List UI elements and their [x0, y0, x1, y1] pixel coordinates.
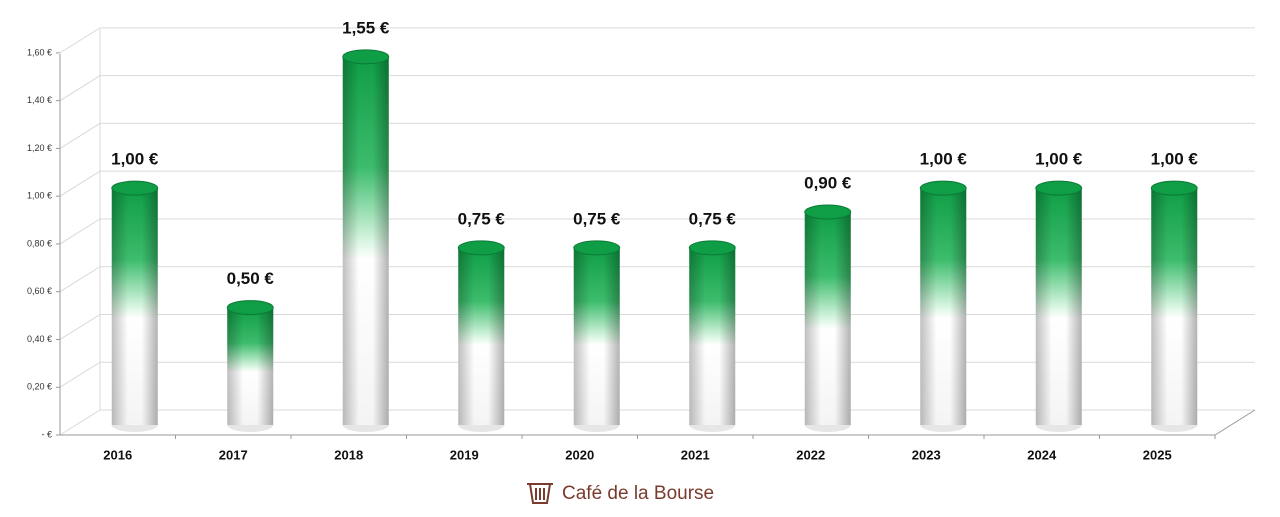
- bar-top: [573, 240, 621, 256]
- value-label: 0,75 €: [689, 209, 737, 228]
- x-tick-label: 2025: [1143, 447, 1172, 462]
- y-tick-label: 0,60 €: [27, 286, 52, 296]
- grid: [56, 27, 1256, 436]
- value-label: 1,00 €: [920, 150, 968, 169]
- bar-shade: [111, 188, 158, 425]
- y-tick-label: 0,40 €: [27, 334, 52, 344]
- brand-icon: [527, 483, 553, 504]
- bar-top: [226, 300, 274, 316]
- bar-top: [919, 180, 967, 196]
- cylinder: [457, 240, 505, 432]
- y-tick-label: 1,20 €: [27, 143, 52, 153]
- bar-top: [688, 240, 736, 256]
- x-tick-label: 2018: [334, 447, 363, 462]
- y-tick-label: - €: [41, 429, 52, 439]
- bar-top: [111, 180, 159, 196]
- value-label: 1,00 €: [1035, 150, 1083, 169]
- value-label: 0,75 €: [458, 209, 506, 228]
- grid-line: [59, 122, 1255, 149]
- bar-shade: [1151, 188, 1198, 425]
- value-label: 0,50 €: [227, 269, 275, 288]
- x-tick-label: 2019: [450, 447, 479, 462]
- value-label: 1,00 €: [1151, 150, 1199, 169]
- x-tick-label: 2022: [796, 447, 825, 462]
- cylinder: [688, 240, 736, 432]
- y-tick-label: 0,80 €: [27, 238, 52, 248]
- brand: Café de la Bourse: [527, 483, 714, 504]
- cylinder: [226, 300, 274, 432]
- bar-top: [342, 49, 390, 65]
- bar-shade: [920, 188, 967, 425]
- grid-line: [59, 27, 1255, 54]
- brand-name: Café de la Bourse: [562, 483, 714, 504]
- y-tick-label: 1,00 €: [27, 191, 52, 201]
- cylinder: [111, 180, 159, 432]
- bar-shade: [227, 307, 274, 425]
- value-label: 0,75 €: [573, 209, 621, 228]
- bar-shade: [804, 212, 851, 425]
- cylinder: [919, 180, 967, 432]
- y-tick-label: 1,40 €: [27, 95, 52, 105]
- bar-top: [804, 204, 852, 220]
- bar-shade: [1035, 188, 1082, 425]
- x-tick-label: 2020: [565, 447, 594, 462]
- cylinder: [342, 49, 390, 432]
- bar-top: [1150, 180, 1198, 196]
- bar-shade: [689, 247, 736, 425]
- x-tick-label: 2023: [912, 447, 941, 462]
- value-label: 0,90 €: [804, 174, 852, 193]
- bar-top: [1035, 180, 1083, 196]
- y-tick-label: 0,20 €: [27, 382, 52, 392]
- cylinder: [804, 204, 852, 432]
- x-tick-label: 2021: [681, 447, 710, 462]
- value-label: 1,00 €: [111, 150, 159, 169]
- bar-shade: [573, 247, 620, 425]
- value-label: 1,55 €: [342, 18, 390, 37]
- cylinder: [1150, 180, 1198, 432]
- bar-shade: [458, 247, 505, 425]
- cylinder: [1035, 180, 1083, 432]
- cylinder: [573, 240, 621, 432]
- y-tick-label: 1,60 €: [27, 47, 52, 57]
- bar-shade: [342, 56, 389, 426]
- x-tick-label: 2024: [1027, 447, 1057, 462]
- bar-top: [457, 240, 505, 256]
- x-tick-label: 2016: [103, 447, 132, 462]
- x-tick-label: 2017: [219, 447, 248, 462]
- grid-line: [59, 75, 1255, 102]
